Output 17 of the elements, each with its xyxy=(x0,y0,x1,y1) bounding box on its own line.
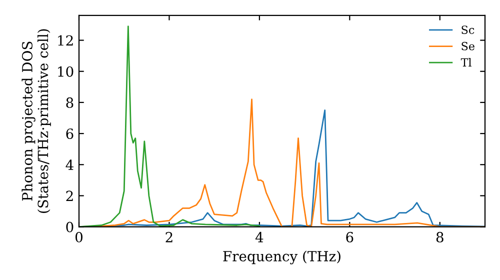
x-tick-label: 4 xyxy=(255,232,264,242)
legend-label: Tl xyxy=(460,58,472,66)
y-tick-label: 10 xyxy=(58,66,74,77)
y-tick-label: 12 xyxy=(58,35,73,46)
x-tick-label: 2 xyxy=(166,232,172,242)
y-tick-label: 8 xyxy=(66,97,74,108)
y-axis-title: Phonon projected DOS (States/THz·primitive cell) xyxy=(22,29,51,213)
x-tick-label: 0 xyxy=(75,232,82,242)
legend-label: Se xyxy=(462,42,474,50)
y-tick-label: 4 xyxy=(66,160,74,170)
y-tick-label: 2 xyxy=(66,190,73,201)
y-tick-label: 0 xyxy=(66,222,74,232)
y-tick-label: 6 xyxy=(66,128,74,140)
x-tick-label: 6 xyxy=(346,232,354,242)
x-tick-label: 8 xyxy=(436,232,444,242)
x-axis-title: Frequency (THz) xyxy=(223,250,340,264)
legend-label: Sc xyxy=(462,26,474,34)
